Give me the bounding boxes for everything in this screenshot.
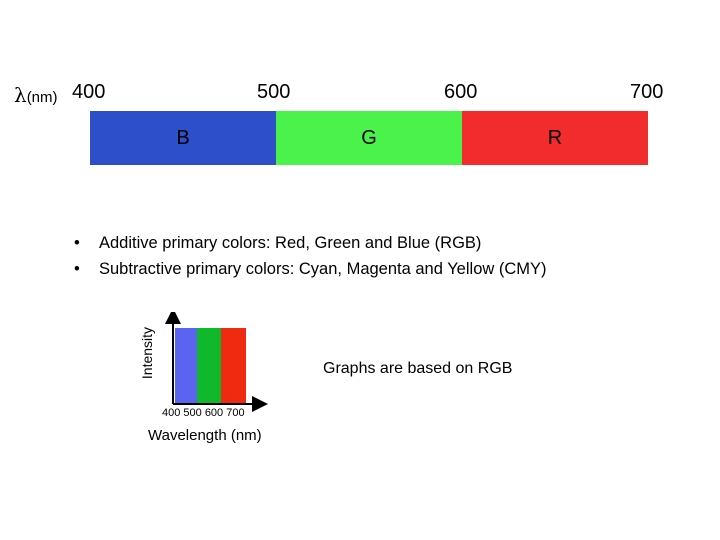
blue-band: B	[90, 111, 276, 165]
bullet-additive: Additive primary colors: Red, Green and …	[74, 230, 547, 256]
intensity-axis-label: Intensity	[139, 326, 155, 380]
wavelength-unit: (nm)	[26, 89, 58, 106]
green-band: G	[276, 111, 462, 165]
tick-400: 400	[72, 81, 106, 103]
bullet-list: Additive primary colors: Red, Green and …	[74, 230, 547, 282]
graph-green-bar	[197, 328, 221, 404]
red-band: R	[462, 111, 648, 165]
tick-600: 600	[444, 81, 478, 103]
bullet-subtractive: Subtractive primary colors: Cyan, Magent…	[74, 256, 547, 282]
tick-500: 500	[257, 81, 291, 103]
wavelength-axis-title: Wavelength (nm)	[148, 427, 262, 444]
green-band-label: G	[361, 126, 377, 149]
rgb-note: Graphs are based on RGB	[323, 360, 513, 377]
tick-700: 700	[630, 81, 664, 103]
red-band-label: R	[547, 126, 563, 149]
wavelength-axis-label: λ(nm)	[14, 83, 58, 108]
graph-red-bar	[221, 328, 246, 404]
graph-x-ticks: 400 500 600 700	[162, 407, 245, 419]
lambda-symbol: λ	[14, 83, 27, 107]
rgb-intensity-graph	[165, 312, 268, 412]
graph-blue-bar	[175, 328, 197, 404]
blue-band-label: B	[176, 126, 190, 149]
